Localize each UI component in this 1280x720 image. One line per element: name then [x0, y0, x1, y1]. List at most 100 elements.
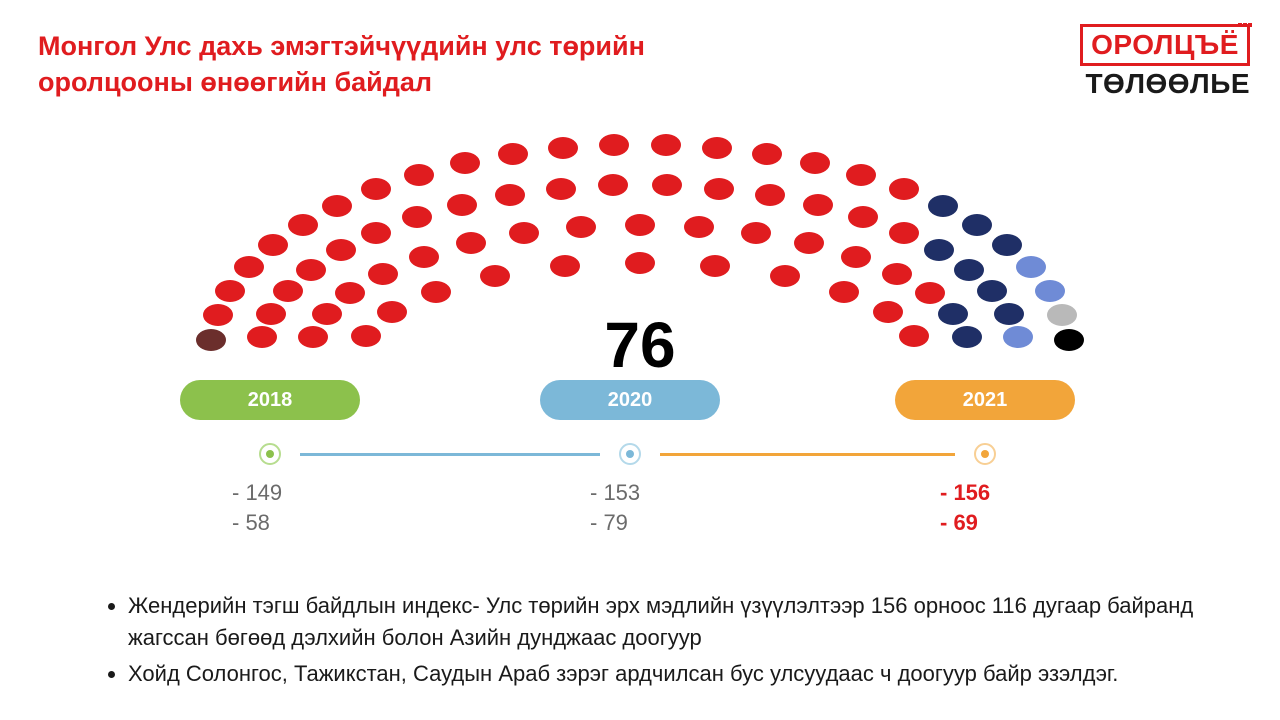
stats-2018: - 149 - 58 — [232, 478, 282, 537]
parliament-seat — [962, 214, 992, 236]
parliament-seat — [873, 301, 903, 323]
parliament-seat — [829, 281, 859, 303]
logo-pixel-decoration — [1237, 14, 1252, 32]
timeline-dot-2018 — [259, 443, 281, 465]
year-pill-2018: 2018 — [180, 380, 360, 420]
parliament-seat — [992, 234, 1022, 256]
parliament-seat — [652, 174, 682, 196]
parliament-seat — [548, 137, 578, 159]
parliament-seat — [421, 281, 451, 303]
parliament-seat — [882, 263, 912, 285]
timeline: 2018 2020 2021 - 149 - 58 - 153 - 79 - 1… — [0, 380, 1280, 580]
logo-line-1: ОРОЛЦЪЁ — [1080, 24, 1250, 66]
parliament-seat — [952, 326, 982, 348]
parliament-seat — [1054, 329, 1084, 351]
parliament-seat — [495, 184, 525, 206]
parliament-seat — [566, 216, 596, 238]
parliament-seat — [841, 246, 871, 268]
parliament-seat — [1035, 280, 1065, 302]
parliament-seat — [326, 239, 356, 261]
parliament-seat — [447, 194, 477, 216]
parliament-seat — [625, 252, 655, 274]
parliament-seat — [402, 206, 432, 228]
parliament-seat — [456, 232, 486, 254]
parliament-seat — [704, 178, 734, 200]
parliament-seat — [498, 143, 528, 165]
parliament-seat — [335, 282, 365, 304]
slide-title: Монгол Улс дахь эмэгтэйчүүдийн улс төрий… — [38, 28, 758, 101]
parliament-seat — [684, 216, 714, 238]
parliament-seat — [203, 304, 233, 326]
year-pill-2020: 2020 — [540, 380, 720, 420]
parliament-seat — [889, 178, 919, 200]
parliament-seat — [915, 282, 945, 304]
parliament-seat — [770, 265, 800, 287]
parliament-seat — [954, 259, 984, 281]
parliament-total: 76 — [604, 308, 675, 382]
stat-row: - 149 — [232, 478, 282, 508]
bullet-item: Хойд Солонгос, Тажикстан, Саудын Араб зэ… — [128, 658, 1220, 690]
parliament-seat — [889, 222, 919, 244]
parliament-seat — [450, 152, 480, 174]
brand-logo: ОРОЛЦЪЁ ТӨЛӨӨЛЬЕ — [1080, 24, 1250, 100]
bullet-item: Жендерийн тэгш байдлын индекс- Улс төрий… — [128, 590, 1220, 654]
stat-row: - 79 — [590, 508, 640, 538]
parliament-seat — [924, 239, 954, 261]
parliament-seat — [361, 222, 391, 244]
parliament-seat — [288, 214, 318, 236]
parliament-seat — [846, 164, 876, 186]
parliament-seat — [404, 164, 434, 186]
parliament-seat — [755, 184, 785, 206]
timeline-dot-2021 — [974, 443, 996, 465]
parliament-seat — [752, 143, 782, 165]
parliament-seat — [598, 174, 628, 196]
parliament-seat — [599, 134, 629, 156]
parliament-seat — [196, 329, 226, 351]
parliament-seat — [1003, 326, 1033, 348]
parliament-seat — [800, 152, 830, 174]
parliament-seat — [258, 234, 288, 256]
parliament-seat — [1016, 256, 1046, 278]
parliament-seat — [625, 214, 655, 236]
slide: Монгол Улс дахь эмэгтэйчүүдийн улс төрий… — [0, 0, 1280, 720]
timeline-segment-2 — [660, 453, 955, 456]
stats-2020: - 153 - 79 — [590, 478, 640, 537]
parliament-seat — [361, 178, 391, 200]
stats-2021: - 156 - 69 — [940, 478, 990, 537]
parliament-seat — [298, 326, 328, 348]
parliament-seat — [509, 222, 539, 244]
parliament-seat — [215, 280, 245, 302]
parliament-seat — [848, 206, 878, 228]
parliament-seat — [322, 195, 352, 217]
parliament-seat — [1047, 304, 1077, 326]
footnote-bullets: Жендерийн тэгш байдлын индекс- Улс төрий… — [100, 590, 1220, 694]
parliament-seat — [273, 280, 303, 302]
parliament-seat — [977, 280, 1007, 302]
parliament-seat — [794, 232, 824, 254]
timeline-segment-1 — [300, 453, 600, 456]
parliament-seat — [938, 303, 968, 325]
parliament-seat — [480, 265, 510, 287]
parliament-seat — [741, 222, 771, 244]
parliament-seat — [256, 303, 286, 325]
stat-row: - 156 — [940, 478, 990, 508]
parliament-seat — [296, 259, 326, 281]
timeline-dot-2020 — [619, 443, 641, 465]
parliament-seat — [994, 303, 1024, 325]
parliament-seat — [247, 326, 277, 348]
parliament-seat — [899, 325, 929, 347]
stat-row: - 69 — [940, 508, 990, 538]
parliament-seat — [700, 255, 730, 277]
stat-row: - 153 — [590, 478, 640, 508]
parliament-seat — [377, 301, 407, 323]
parliament-seat — [928, 195, 958, 217]
parliament-seat — [312, 303, 342, 325]
parliament-seat — [651, 134, 681, 156]
parliament-seat — [702, 137, 732, 159]
logo-line-2: ТӨЛӨӨЛЬЕ — [1080, 68, 1250, 100]
parliament-seat — [803, 194, 833, 216]
parliament-seat — [550, 255, 580, 277]
parliament-seat — [351, 325, 381, 347]
stat-row: - 58 — [232, 508, 282, 538]
parliament-seat — [368, 263, 398, 285]
